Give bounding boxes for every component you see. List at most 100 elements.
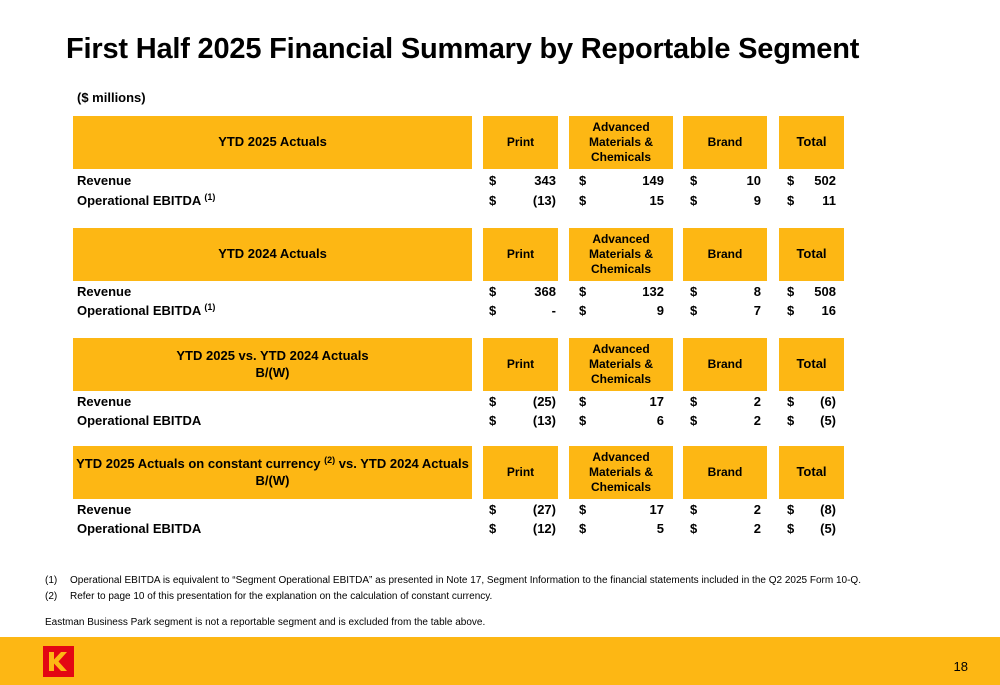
column-header-print: Print <box>483 446 558 499</box>
value-amc: 15 <box>649 193 664 208</box>
section-header-text: YTD 2024 Actuals <box>218 246 327 262</box>
row-label: Operational EBITDA <box>77 413 202 428</box>
value-total: 508 <box>814 284 836 299</box>
footer-note: Eastman Business Park segment is not a r… <box>45 617 486 628</box>
currency-symbol: $ <box>489 502 497 517</box>
value-brand: 2 <box>753 394 761 409</box>
currency-symbol: $ <box>489 193 497 208</box>
section-header-subtext: B/(W) <box>255 364 290 380</box>
page-number: 18 <box>953 659 968 674</box>
currency-symbol: $ <box>690 394 698 409</box>
value-print: 368 <box>534 284 556 299</box>
currency-symbol: $ <box>579 413 587 428</box>
column-header-amc: Advanced Materials & Chemicals <box>569 338 673 391</box>
table-row-ebitda: Operational EBITDA (1) $ (13) $15 $9 $11 <box>0 191 1000 211</box>
currency-symbol: $ <box>579 173 587 188</box>
value-brand: 9 <box>753 193 761 208</box>
column-header-total: Total <box>779 446 844 499</box>
currency-symbol: $ <box>489 521 497 536</box>
currency-symbol: $ <box>787 303 795 318</box>
currency-symbol: $ <box>787 173 795 188</box>
section-header: YTD 2025 Actuals on constant currency (2… <box>73 446 472 499</box>
currency-symbol: $ <box>690 521 698 536</box>
currency-symbol: $ <box>787 284 795 299</box>
column-header-brand: Brand <box>683 338 767 391</box>
value-brand: 2 <box>753 502 761 517</box>
currency-symbol: $ <box>787 521 795 536</box>
currency-symbol: $ <box>579 502 587 517</box>
section-header-text: YTD 2025 vs. YTD 2024 Actuals <box>176 348 369 364</box>
row-label: Operational EBITDA <box>77 521 202 536</box>
value-total: 11 <box>822 193 836 208</box>
section-header-text-cont: vs. YTD 2024 Actuals <box>338 456 469 472</box>
column-header-print: Print <box>483 228 558 281</box>
value-print: (25) <box>532 394 556 409</box>
column-header-brand: Brand <box>683 116 767 169</box>
row-label: Revenue <box>77 394 132 409</box>
currency-symbol: $ <box>489 303 497 318</box>
currency-symbol: $ <box>787 413 795 428</box>
value-amc: 132 <box>642 284 664 299</box>
section-header: YTD 2024 Actuals <box>73 228 472 281</box>
value-total: 16 <box>821 303 836 318</box>
currency-symbol: $ <box>579 521 587 536</box>
value-print: (13) <box>532 413 556 428</box>
value-total: (5) <box>820 413 836 428</box>
footnotes: (1) Operational EBITDA is equivalent to “… <box>45 573 861 604</box>
section-header-text: YTD 2025 Actuals <box>218 134 327 150</box>
section-header-note: (2) <box>324 455 336 466</box>
value-print: (27) <box>532 502 556 517</box>
table-row-revenue: Revenue $343 $149 $10 $502 <box>0 171 1000 191</box>
footer-bar: 18 <box>0 637 1000 685</box>
value-print: (13) <box>532 193 556 208</box>
section-header: YTD 2025 vs. YTD 2024 Actuals B/(W) <box>73 338 472 391</box>
currency-symbol: $ <box>579 284 587 299</box>
currency-symbol: $ <box>489 284 497 299</box>
row-label: Revenue <box>77 284 132 299</box>
table-row-ebitda: Operational EBITDA (1) $ - $9 $7 $16 <box>0 301 1000 321</box>
table-row-revenue: Revenue $ (25) $17 $2 $ (6) <box>0 392 1000 412</box>
row-label: Operational EBITDA (1) <box>77 192 216 209</box>
column-header-total: Total <box>779 228 844 281</box>
currency-symbol: $ <box>690 173 698 188</box>
currency-symbol: $ <box>787 502 795 517</box>
currency-symbol: $ <box>690 284 698 299</box>
currency-symbol: $ <box>579 193 587 208</box>
column-header-print: Print <box>483 338 558 391</box>
table-row-revenue: Revenue $368 $132 $8 $508 <box>0 282 1000 302</box>
column-header-brand: Brand <box>683 446 767 499</box>
currency-symbol: $ <box>489 173 497 188</box>
section-header-text: YTD 2025 Actuals on constant currency <box>76 456 321 472</box>
table-row-revenue: Revenue $ (27) $17 $2 $ (8) <box>0 500 1000 520</box>
column-header-amc: Advanced Materials & Chemicals <box>569 116 673 169</box>
value-brand: 2 <box>753 521 761 536</box>
value-amc: 5 <box>656 521 664 536</box>
section-header: YTD 2025 Actuals <box>73 116 472 169</box>
currency-symbol: $ <box>690 303 698 318</box>
column-header-print: Print <box>483 116 558 169</box>
page-title: First Half 2025 Financial Summary by Rep… <box>66 33 860 65</box>
value-brand: 7 <box>753 303 761 318</box>
currency-symbol: $ <box>787 193 795 208</box>
currency-symbol: $ <box>579 394 587 409</box>
value-amc: 9 <box>656 303 664 318</box>
column-header-total: Total <box>779 116 844 169</box>
footnote-2: (2) Refer to page 10 of this presentation… <box>45 590 493 602</box>
value-brand: 10 <box>746 173 761 188</box>
value-total: (8) <box>820 502 836 517</box>
value-amc: 6 <box>656 413 664 428</box>
row-label: Revenue <box>77 173 132 188</box>
column-header-amc: Advanced Materials & Chemicals <box>569 228 673 281</box>
value-brand: 2 <box>753 413 761 428</box>
currency-symbol: $ <box>690 502 698 517</box>
table-row-ebitda: Operational EBITDA $ (12) $5 $2 $ (5) <box>0 519 1000 539</box>
value-print: (12) <box>532 521 556 536</box>
column-header-amc: Advanced Materials & Chemicals <box>569 446 673 499</box>
column-header-total: Total <box>779 338 844 391</box>
section-header-subtext: B/(W) <box>255 472 290 488</box>
footnote-1: (1) Operational EBITDA is equivalent to “… <box>45 575 861 586</box>
units-label: ($ millions) <box>77 90 146 105</box>
currency-symbol: $ <box>787 394 795 409</box>
value-amc: 17 <box>649 394 664 409</box>
currency-symbol: $ <box>489 413 497 428</box>
